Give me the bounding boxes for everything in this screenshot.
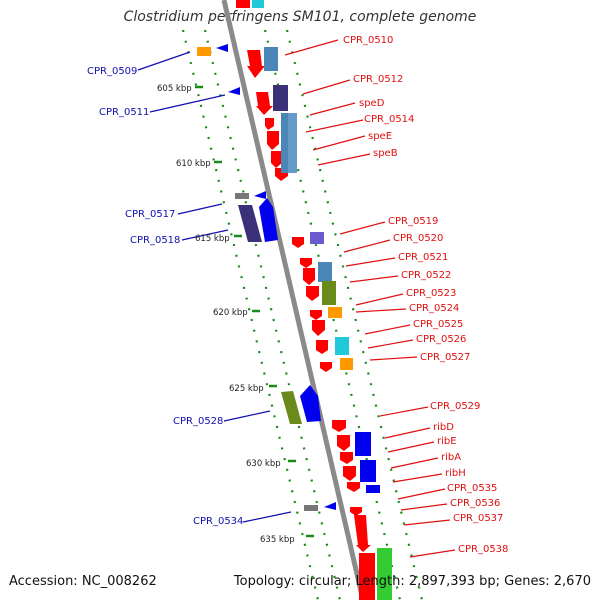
gene-cpr0510 (247, 50, 265, 78)
label-ribh: ribH (445, 468, 466, 479)
kbp-620: 620 kbp (213, 308, 248, 318)
genome-title: Clostridium perfringens SM101, complete … (123, 9, 477, 25)
label-cpr0528: CPR_0528 (173, 416, 223, 427)
gene-cpr0528 (281, 391, 302, 424)
accession-text: Accession: NC_008262 (9, 574, 157, 589)
label-cpr0538: CPR_0538 (458, 544, 508, 555)
label-cpr0536: CPR_0536 (450, 498, 500, 509)
gene-cpr0512 (256, 92, 273, 115)
left-labels: CPR_0509 CPR_0511 CPR_0517 CPR_0518 CPR_… (87, 66, 243, 527)
gene-cpr0518 (259, 198, 278, 242)
kbp-625: 625 kbp (229, 384, 264, 394)
label-riba: ribA (441, 452, 461, 463)
left-connectors (137, 51, 292, 523)
label-cpr0535: CPR_0535 (447, 483, 497, 494)
label-cpr0537: CPR_0537 (453, 513, 503, 524)
gene-cpr0517 (238, 205, 262, 242)
gene-blocks (236, 0, 392, 600)
label-cpr0509: CPR_0509 (87, 66, 137, 77)
label-cpr0529: CPR_0529 (430, 401, 480, 412)
label-cpr0523: CPR_0523 (406, 288, 456, 299)
right-labels: CPR_0510 CPR_0512 speD CPR_0514 speE spe… (343, 35, 508, 555)
kbp-605: 605 kbp (157, 84, 192, 94)
label-speb: speB (373, 148, 398, 159)
label-ribd: ribD (433, 422, 454, 433)
label-cpr0510: CPR_0510 (343, 35, 393, 46)
label-spee: speE (368, 131, 392, 142)
label-cpr0524: CPR_0524 (409, 303, 459, 314)
label-cpr0519: CPR_0519 (388, 216, 438, 227)
genome-backbone (221, 0, 366, 600)
gene-blocks-left (197, 44, 336, 511)
gene-cpr0511 (228, 87, 240, 95)
label-cpr0514: CPR_0514 (364, 114, 414, 125)
label-cpr0534: CPR_0534 (193, 516, 243, 527)
label-cpr0527: CPR_0527 (420, 352, 470, 363)
gene-cpr0534 (304, 505, 318, 511)
tick-marks (195, 85, 314, 538)
label-sped: speD (359, 98, 385, 109)
right-connectors (284, 39, 456, 558)
label-cpr0521: CPR_0521 (398, 252, 448, 263)
kbp-labels: 605 kbp 610 kbp 615 kbp 620 kbp 625 kbp … (157, 84, 295, 545)
label-cpr0511: CPR_0511 (99, 107, 149, 118)
label-cpr0522: CPR_0522 (401, 270, 451, 281)
kbp-610: 610 kbp (176, 159, 211, 169)
gene-cpr0509 (197, 47, 211, 56)
label-cpr0512: CPR_0512 (353, 74, 403, 85)
label-cpr0526: CPR_0526 (416, 334, 466, 345)
kbp-630: 630 kbp (246, 459, 281, 469)
label-cpr0518: CPR_0518 (130, 235, 180, 246)
kbp-615: 615 kbp (195, 234, 230, 244)
label-ribe: ribE (437, 436, 457, 447)
kbp-635: 635 kbp (260, 535, 295, 545)
label-cpr0517: CPR_0517 (125, 209, 175, 220)
label-cpr0520: CPR_0520 (393, 233, 443, 244)
genome-summary-text: Topology: circular; Length: 2,897,393 bp… (233, 574, 591, 589)
label-cpr0525: CPR_0525 (413, 319, 463, 330)
